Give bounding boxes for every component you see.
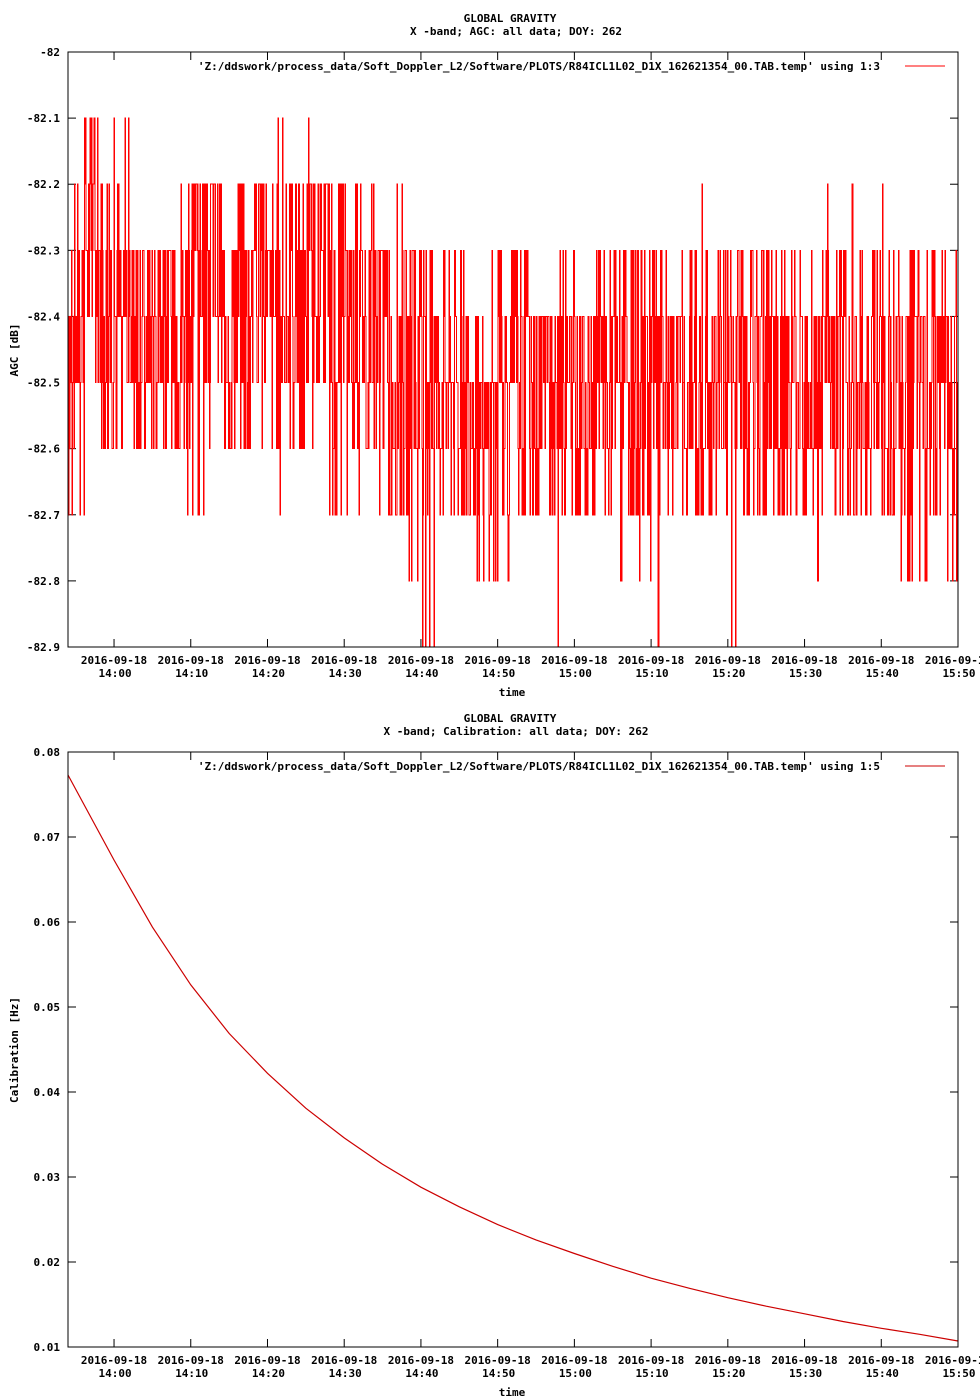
agc-chart-title: GLOBAL GRAVITY <box>464 12 557 25</box>
calibration-x-tick-date: 2016-09-18 <box>311 1354 377 1367</box>
agc-x-tick-time: 15:30 <box>789 667 822 680</box>
calibration-x-tick-time: 15:00 <box>559 1367 592 1380</box>
calibration-x-tick-time: 14:00 <box>98 1367 131 1380</box>
agc-y-axis-label: AGC [dB] <box>8 324 21 377</box>
calibration-x-tick-time: 15:40 <box>866 1367 899 1380</box>
agc-y-tick-label: -82.9 <box>27 641 60 654</box>
calibration-x-tick-date: 2016-09-18 <box>925 1354 980 1367</box>
calibration-y-tick-label: 0.01 <box>34 1341 61 1354</box>
calibration-y-tick-label: 0.06 <box>34 916 61 929</box>
calibration-chart: GLOBAL GRAVITY X -band; Calibration: all… <box>8 712 980 1399</box>
calibration-x-tick-date: 2016-09-18 <box>465 1354 531 1367</box>
calibration-x-tick-date: 2016-09-18 <box>388 1354 454 1367</box>
calibration-x-tick-time: 15:20 <box>712 1367 745 1380</box>
calibration-x-tick-date: 2016-09-18 <box>541 1354 607 1367</box>
calibration-x-tick-time: 15:50 <box>942 1367 975 1380</box>
agc-y-tick-label: -82.5 <box>27 377 60 390</box>
calibration-x-tick-time: 15:10 <box>636 1367 669 1380</box>
calibration-chart-title: GLOBAL GRAVITY <box>464 712 557 725</box>
calibration-x-axis: 2016-09-1814:002016-09-1814:102016-09-18… <box>81 752 980 1380</box>
calibration-x-tick-time: 14:50 <box>482 1367 515 1380</box>
agc-y-tick-label: -82 <box>40 46 60 59</box>
calibration-x-tick-date: 2016-09-18 <box>81 1354 147 1367</box>
calibration-x-tick-date: 2016-09-18 <box>234 1354 300 1367</box>
agc-x-tick-date: 2016-09-18 <box>848 654 914 667</box>
agc-x-axis: 2016-09-1814:002016-09-1814:102016-09-18… <box>81 52 980 680</box>
calibration-x-tick-date: 2016-09-18 <box>618 1354 684 1367</box>
agc-x-tick-date: 2016-09-18 <box>81 654 147 667</box>
agc-x-tick-time: 14:00 <box>98 667 131 680</box>
agc-y-tick-label: -82.6 <box>27 443 60 456</box>
agc-x-tick-time: 14:30 <box>329 667 362 680</box>
agc-y-tick-label: -82.8 <box>27 575 60 588</box>
agc-x-tick-time: 15:20 <box>712 667 745 680</box>
agc-plot-frame <box>67 51 959 648</box>
agc-x-tick-time: 14:50 <box>482 667 515 680</box>
agc-x-tick-date: 2016-09-18 <box>541 654 607 667</box>
calibration-y-axis: 0.08 0.07 0.06 0.05 0.04 0.03 0.02 0.01 <box>34 746 958 1354</box>
agc-x-tick-date: 2016-09-18 <box>925 654 980 667</box>
agc-x-tick-time: 14:40 <box>405 667 438 680</box>
agc-y-tick-label: -82.4 <box>27 310 60 323</box>
calibration-x-tick-date: 2016-09-18 <box>771 1354 837 1367</box>
agc-x-tick-time: 15:50 <box>942 667 975 680</box>
agc-x-tick-time: 15:40 <box>866 667 899 680</box>
agc-chart: GLOBAL GRAVITY X -band; AGC: all data; D… <box>8 12 980 699</box>
agc-series <box>68 117 958 648</box>
calibration-x-tick-time: 15:30 <box>789 1367 822 1380</box>
agc-y-tick-label: -82.2 <box>27 178 60 191</box>
agc-x-tick-date: 2016-09-18 <box>465 654 531 667</box>
agc-x-tick-date: 2016-09-18 <box>234 654 300 667</box>
agc-series-line <box>68 117 958 648</box>
calibration-x-tick-time: 14:20 <box>252 1367 285 1380</box>
agc-x-tick-date: 2016-09-18 <box>311 654 377 667</box>
calibration-plot-frame <box>67 751 959 1348</box>
calibration-y-tick-label: 0.04 <box>34 1086 61 1099</box>
calibration-y-tick-label: 0.05 <box>34 1001 61 1014</box>
calibration-series-line <box>67 774 959 1342</box>
agc-x-tick-date: 2016-09-18 <box>618 654 684 667</box>
calibration-x-tick-date: 2016-09-18 <box>158 1354 224 1367</box>
calibration-x-tick-time: 14:10 <box>175 1367 208 1380</box>
agc-y-tick-label: -82.3 <box>27 244 60 257</box>
calibration-chart-subtitle: X -band; Calibration: all data; DOY: 262 <box>384 725 649 738</box>
agc-x-tick-date: 2016-09-18 <box>695 654 761 667</box>
agc-x-tick-time: 14:10 <box>175 667 208 680</box>
calibration-y-tick-label: 0.07 <box>34 831 61 844</box>
calibration-legend-label: 'Z:/ddswork/process_data/Soft_Doppler_L2… <box>198 760 880 773</box>
agc-x-tick-time: 14:20 <box>252 667 285 680</box>
calibration-y-tick-label: 0.08 <box>34 746 61 759</box>
agc-x-tick-time: 15:00 <box>559 667 592 680</box>
calibration-y-tick-label: 0.03 <box>34 1171 61 1184</box>
agc-x-tick-time: 15:10 <box>636 667 669 680</box>
calibration-x-tick-date: 2016-09-18 <box>848 1354 914 1367</box>
agc-chart-subtitle: X -band; AGC: all data; DOY: 262 <box>410 25 622 38</box>
calibration-x-axis-label: time <box>499 1386 526 1399</box>
agc-x-tick-date: 2016-09-18 <box>158 654 224 667</box>
agc-x-tick-date: 2016-09-18 <box>388 654 454 667</box>
agc-x-axis-label: time <box>499 686 526 699</box>
calibration-y-axis-label: Calibration [Hz] <box>8 997 21 1103</box>
calibration-x-tick-time: 14:30 <box>329 1367 362 1380</box>
calibration-y-tick-label: 0.02 <box>34 1256 61 1269</box>
agc-legend-label: 'Z:/ddswork/process_data/Soft_Doppler_L2… <box>198 60 880 73</box>
agc-x-tick-date: 2016-09-18 <box>771 654 837 667</box>
calibration-x-tick-date: 2016-09-18 <box>695 1354 761 1367</box>
calibration-x-tick-time: 14:40 <box>405 1367 438 1380</box>
agc-y-tick-label: -82.1 <box>27 112 60 125</box>
agc-y-tick-label: -82.7 <box>27 509 60 522</box>
calibration-series <box>67 774 959 1342</box>
